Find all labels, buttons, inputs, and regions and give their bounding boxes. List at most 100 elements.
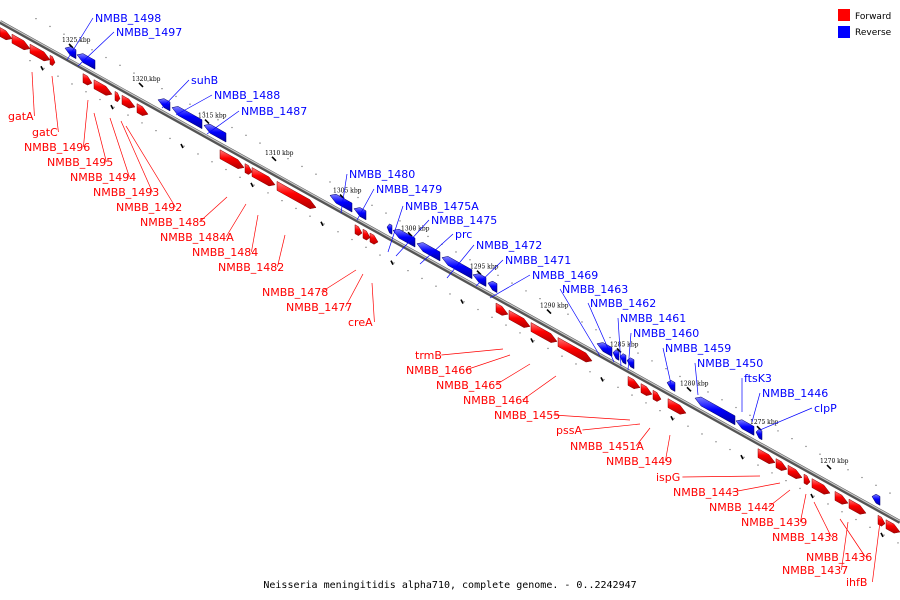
- gene-label-nmbb-1484a[interactable]: NMBB_1484A: [160, 231, 234, 244]
- gene-nmbb-1462-gene-arrow: [612, 349, 620, 361]
- gene-label-nmbb-1465[interactable]: NMBB_1465: [436, 379, 502, 392]
- gene-label-nmbb-1446[interactable]: NMBB_1446: [762, 387, 828, 400]
- gene-nmbb-1477-gene-arrow: [362, 228, 371, 241]
- scale-dot: [259, 142, 261, 144]
- gene-label-nmbb-1463[interactable]: NMBB_1463: [562, 283, 628, 296]
- gene-label-nmbb-1475[interactable]: NMBB_1475: [431, 214, 497, 227]
- gene-label-nmbb-1492[interactable]: NMBB_1492: [116, 201, 182, 214]
- scale-minor-mark: [460, 299, 464, 304]
- gene-label-nmbb-1437[interactable]: NMBB_1437: [782, 564, 848, 577]
- gene-label-nmbb-1495[interactable]: NMBB_1495: [47, 156, 113, 169]
- scale-dot: [225, 168, 227, 171]
- gene-label-nmbb-1464[interactable]: NMBB_1464: [463, 394, 529, 407]
- gene-label-nmbb-1480[interactable]: NMBB_1480: [349, 168, 415, 181]
- scale-dot: [287, 157, 289, 160]
- gene-label-nmbb-1475a[interactable]: NMBB_1475A: [405, 200, 479, 213]
- gene-label-nmbb-1479[interactable]: NMBB_1479: [376, 183, 442, 196]
- scale-dot: [49, 25, 51, 28]
- nmbb-1475a-label-line: [387, 205, 404, 253]
- gene-label-nmbb-1469[interactable]: NMBB_1469: [532, 269, 598, 282]
- gene-label-nmbb-1438[interactable]: NMBB_1438: [772, 531, 838, 544]
- gene-label-nmbb-1450[interactable]: NMBB_1450: [697, 357, 763, 370]
- gene-label-nmbb-1439[interactable]: NMBB_1439: [741, 516, 807, 529]
- gene-label-nmbb-1493[interactable]: NMBB_1493: [93, 186, 159, 199]
- gene-label-nmbb-1498[interactable]: NMBB_1498: [95, 12, 161, 25]
- gene-label-nmbb-1442[interactable]: NMBB_1442: [709, 501, 775, 514]
- scale-dot: [169, 137, 171, 140]
- gene-ispg-gene-arrow: [757, 448, 776, 464]
- gene-nmbb-1478-gene-arrow: [354, 224, 363, 236]
- scale-dot: [427, 235, 429, 238]
- gene-label-nmbb-1461[interactable]: NMBB_1461: [620, 312, 686, 325]
- scale-dot: [393, 262, 395, 264]
- gene-nmbb-1485-gene-arrow: [219, 149, 245, 169]
- gene-label-suhb[interactable]: suhB: [191, 74, 218, 87]
- gene-label-nmbb-1478[interactable]: NMBB_1478: [262, 286, 328, 299]
- gene-label-nmbb-1472[interactable]: NMBB_1472: [476, 239, 542, 252]
- nmbb-1494-label-line: [109, 117, 130, 178]
- gene-label-nmbb-1449[interactable]: NMBB_1449: [606, 455, 672, 468]
- gene-label-prc[interactable]: prc: [455, 228, 472, 241]
- gene-label-nmbb-1485[interactable]: NMBB_1485: [140, 216, 206, 229]
- nmbb-1492-label-line: [125, 125, 176, 208]
- scale-dot: [595, 329, 597, 331]
- scale-dot: [239, 176, 241, 179]
- gene-label-nmbb-1484[interactable]: NMBB_1484: [192, 246, 258, 259]
- gene-label-ftsk3[interactable]: ftsK3: [744, 372, 772, 385]
- gene-label-nmbb-1496[interactable]: NMBB_1496: [24, 141, 90, 154]
- gene-label-nmbb-1477[interactable]: NMBB_1477: [286, 301, 352, 314]
- scale-dot: [35, 17, 37, 20]
- gene-label-nmbb-1487[interactable]: NMBB_1487: [241, 105, 307, 118]
- gene-label-clpp[interactable]: clpP: [814, 402, 837, 415]
- nmbb-1479-label-line: [356, 188, 375, 221]
- gene-ftsk3-gene-arrow: [735, 419, 755, 436]
- scale-dot: [701, 433, 703, 435]
- scale-tick-mark: [68, 43, 74, 49]
- scale-dot: [407, 269, 409, 272]
- scale-dot: [609, 336, 611, 339]
- gene-trmb-gene-arrow: [495, 302, 509, 316]
- nmbb-1497-label-line: [77, 31, 115, 67]
- gene-label-gatc[interactable]: gatC: [32, 126, 58, 139]
- scale-dot: [197, 153, 199, 155]
- gene-label-nmbb-1462[interactable]: NMBB_1462: [590, 297, 656, 310]
- gene-label-nmbb-1443[interactable]: NMBB_1443: [673, 486, 739, 499]
- gene-label-nmbb-1471[interactable]: NMBB_1471: [505, 254, 571, 267]
- scale-dot: [217, 119, 219, 121]
- gene-nmbb-1450-gene-arrow: [694, 396, 736, 426]
- nmbb-1461-label-line: [617, 317, 622, 367]
- scale-dot: [883, 534, 885, 536]
- gene-label-nmbb-1451a[interactable]: NMBB_1451A: [570, 440, 644, 453]
- gene-label-ihfb[interactable]: ihfB: [846, 576, 867, 589]
- gene-label-nmbb-1488[interactable]: NMBB_1488: [214, 89, 280, 102]
- scale-dot: [91, 49, 93, 51]
- gene-nmbb-1480-gene-arrow: [329, 193, 353, 213]
- scale-tick-mark: [138, 82, 144, 88]
- gene-nmbb-1487-gene-arrow: [203, 123, 227, 143]
- gene-nmbb-1492b-arrow: [136, 103, 149, 116]
- gene-label-trmb[interactable]: trmB: [415, 349, 442, 362]
- nmbb-1478-label-line: [321, 269, 357, 293]
- gene-label-nmbb-1460[interactable]: NMBB_1460: [633, 327, 699, 340]
- scale-dot: [43, 67, 45, 70]
- gene-label-nmbb-1497[interactable]: NMBB_1497: [116, 26, 182, 39]
- gene-label-crea[interactable]: creA: [348, 316, 373, 329]
- gene-label-gata[interactable]: gatA: [8, 110, 34, 123]
- gene-gatc-gene-arrow: [49, 54, 56, 66]
- gene-label-nmbb-1482[interactable]: NMBB_1482: [218, 261, 284, 274]
- gene-label-ispg[interactable]: ispG: [656, 471, 680, 484]
- gene-label-nmbb-1494[interactable]: NMBB_1494: [70, 171, 136, 184]
- gene-label-nmbb-1436[interactable]: NMBB_1436: [806, 551, 872, 564]
- gene-label-nmbb-1466[interactable]: NMBB_1466: [406, 364, 472, 377]
- gene-crea-gene-arrow: [369, 232, 379, 245]
- gene-ihfb-gene-arrow: [877, 514, 886, 527]
- gene-label-pssa[interactable]: pssA: [556, 424, 582, 437]
- gene-nmbb-1437-gene-arrow: [848, 498, 867, 515]
- gene-label-nmbb-1459[interactable]: NMBB_1459: [665, 342, 731, 355]
- scale-dot: [827, 503, 829, 505]
- map-caption: Neisseria meningitidis alpha710, complet…: [263, 580, 636, 591]
- scale-dot: [659, 409, 661, 412]
- scale-minor-mark: [180, 143, 184, 149]
- gene-nmbb-1479-gene-arrow: [353, 207, 367, 221]
- gene-label-nmbb-1455[interactable]: NMBB_1455: [494, 409, 560, 422]
